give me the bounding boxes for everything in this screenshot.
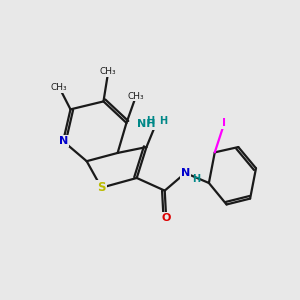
Text: I: I (222, 118, 226, 128)
Text: CH₃: CH₃ (128, 92, 144, 101)
Text: O: O (161, 213, 171, 223)
Text: H: H (159, 116, 167, 126)
Text: N: N (58, 136, 68, 146)
Text: H: H (146, 116, 154, 126)
Text: N: N (181, 168, 190, 178)
Text: CH₃: CH₃ (51, 83, 68, 92)
Text: H: H (192, 174, 200, 184)
Text: S: S (97, 181, 106, 194)
Text: CH₃: CH₃ (100, 68, 116, 76)
Text: NH: NH (137, 119, 156, 129)
